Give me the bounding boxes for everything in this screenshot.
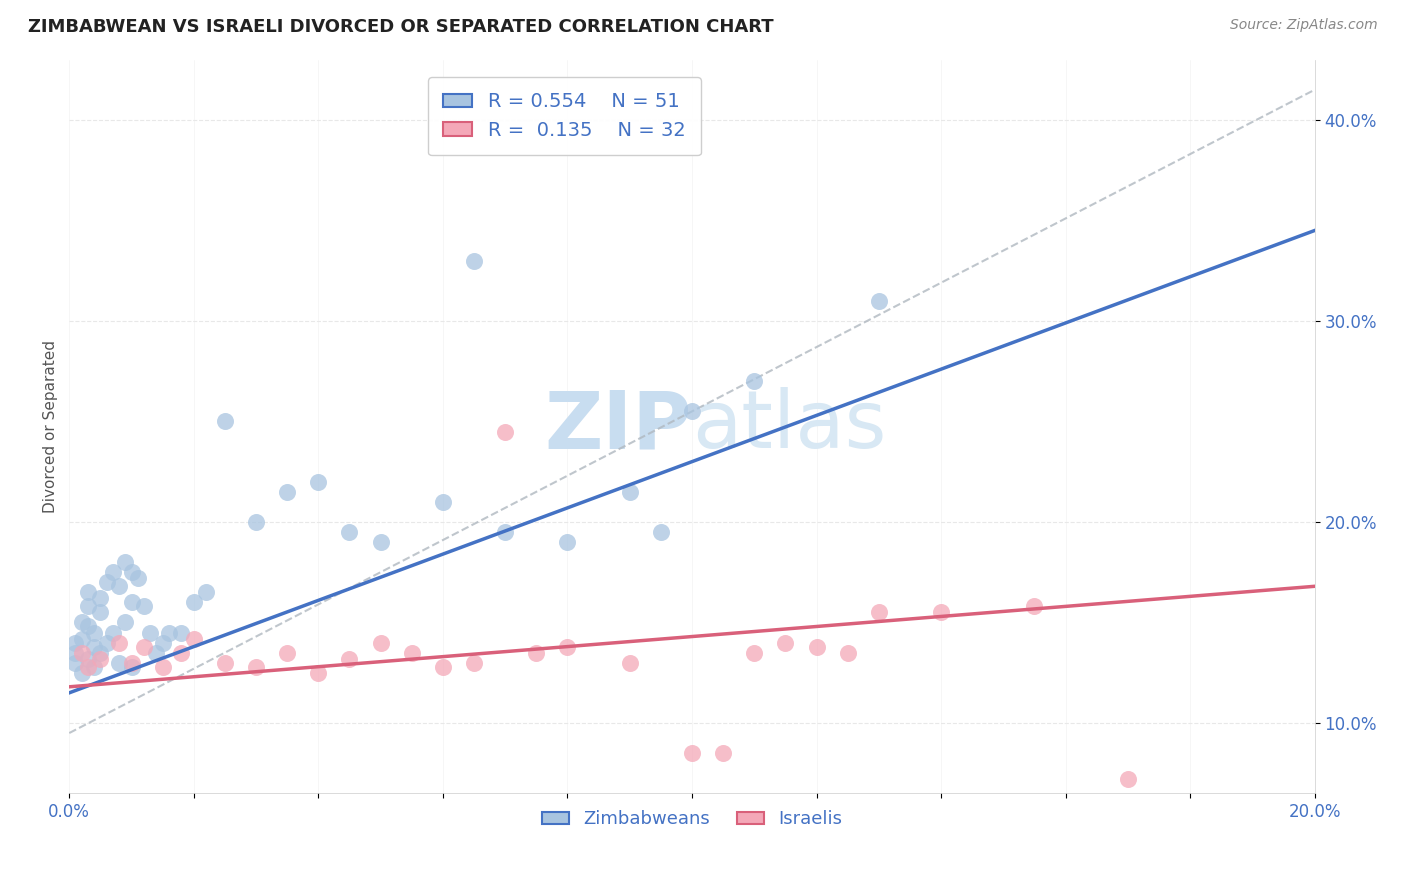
Point	[121, 659, 143, 673]
Point	[245, 659, 267, 673]
Point	[868, 606, 890, 620]
Text: Source: ZipAtlas.com: Source: ZipAtlas.com	[1230, 18, 1378, 32]
Point	[307, 665, 329, 680]
Text: atlas: atlas	[692, 387, 886, 466]
Point	[494, 524, 516, 539]
Point	[742, 374, 765, 388]
Point	[77, 585, 100, 599]
Point	[89, 591, 111, 606]
Point	[127, 571, 149, 585]
Point	[370, 535, 392, 549]
Point	[65, 656, 87, 670]
Point	[96, 575, 118, 590]
Point	[152, 659, 174, 673]
Point	[77, 651, 100, 665]
Point	[70, 615, 93, 630]
Point	[619, 656, 641, 670]
Point	[195, 585, 218, 599]
Point	[89, 606, 111, 620]
Legend: Zimbabweans, Israelis: Zimbabweans, Israelis	[534, 803, 849, 836]
Text: ZIMBABWEAN VS ISRAELI DIVORCED OR SEPARATED CORRELATION CHART: ZIMBABWEAN VS ISRAELI DIVORCED OR SEPARA…	[28, 18, 773, 36]
Point	[183, 632, 205, 646]
Point	[77, 659, 100, 673]
Point	[711, 746, 734, 760]
Point	[339, 651, 361, 665]
Point	[70, 665, 93, 680]
Point	[108, 635, 131, 649]
Point	[619, 484, 641, 499]
Point	[494, 425, 516, 439]
Y-axis label: Divorced or Separated: Divorced or Separated	[44, 340, 58, 513]
Point	[89, 651, 111, 665]
Point	[524, 646, 547, 660]
Text: ZIP: ZIP	[544, 387, 692, 466]
Point	[1024, 599, 1046, 614]
Point	[77, 599, 100, 614]
Point	[276, 484, 298, 499]
Point	[70, 646, 93, 660]
Point	[65, 646, 87, 660]
Point	[83, 640, 105, 654]
Point	[557, 535, 579, 549]
Point	[170, 646, 193, 660]
Point	[276, 646, 298, 660]
Point	[83, 625, 105, 640]
Point	[929, 606, 952, 620]
Point	[121, 595, 143, 609]
Point	[775, 635, 797, 649]
Point	[681, 404, 703, 418]
Point	[139, 625, 162, 640]
Point	[214, 656, 236, 670]
Point	[214, 414, 236, 428]
Point	[108, 579, 131, 593]
Point	[114, 615, 136, 630]
Point	[132, 640, 155, 654]
Point	[339, 524, 361, 539]
Point	[681, 746, 703, 760]
Point	[101, 625, 124, 640]
Point	[806, 640, 828, 654]
Point	[157, 625, 180, 640]
Point	[132, 599, 155, 614]
Point	[101, 566, 124, 580]
Point	[245, 515, 267, 529]
Point	[83, 659, 105, 673]
Point	[170, 625, 193, 640]
Point	[145, 646, 167, 660]
Point	[307, 475, 329, 489]
Point	[463, 253, 485, 268]
Point	[114, 555, 136, 569]
Point	[742, 646, 765, 660]
Point	[401, 646, 423, 660]
Point	[868, 293, 890, 308]
Point	[183, 595, 205, 609]
Point	[557, 640, 579, 654]
Point	[837, 646, 859, 660]
Point	[65, 635, 87, 649]
Point	[89, 646, 111, 660]
Point	[121, 566, 143, 580]
Point	[370, 635, 392, 649]
Point	[96, 635, 118, 649]
Point	[432, 659, 454, 673]
Point	[463, 656, 485, 670]
Point	[432, 495, 454, 509]
Point	[70, 632, 93, 646]
Point	[650, 524, 672, 539]
Point	[152, 635, 174, 649]
Point	[1116, 772, 1139, 787]
Point	[77, 619, 100, 633]
Point	[108, 656, 131, 670]
Point	[121, 656, 143, 670]
